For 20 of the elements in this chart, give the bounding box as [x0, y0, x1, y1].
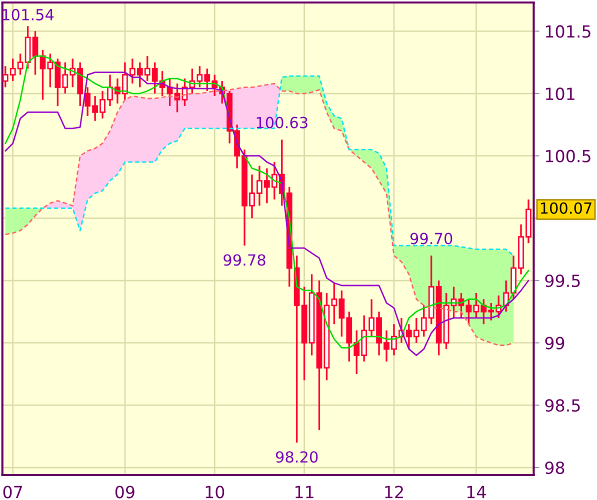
- text: 100.07: [540, 202, 592, 214]
- y-tick-label: 101.5: [546, 25, 590, 38]
- y-tick-label: 98.5: [545, 399, 580, 412]
- x-tick-label: 14: [467, 486, 486, 498]
- x-tick-label: 11: [296, 486, 314, 498]
- y-tick-label: 100.5: [546, 150, 590, 162]
- annotation: 98.20: [276, 451, 318, 463]
- annotation: 99.78: [224, 254, 266, 266]
- candlestick: [32, 30, 38, 76]
- y-tick-label: 101: [546, 87, 574, 100]
- candlestick: [47, 52, 54, 88]
- x-tick-label: 10: [206, 486, 224, 498]
- x-tick-label: 09: [115, 486, 134, 498]
- y-tick-label: 99.5: [545, 274, 580, 288]
- x-tick-label: 07: [3, 486, 22, 498]
- y-tick-label: 98: [545, 461, 564, 474]
- y-tick-label: 99: [545, 336, 564, 350]
- x-tick-label: 12: [385, 486, 403, 498]
- annotation: 99.70: [410, 232, 452, 244]
- annotation: 100.63: [256, 116, 308, 128]
